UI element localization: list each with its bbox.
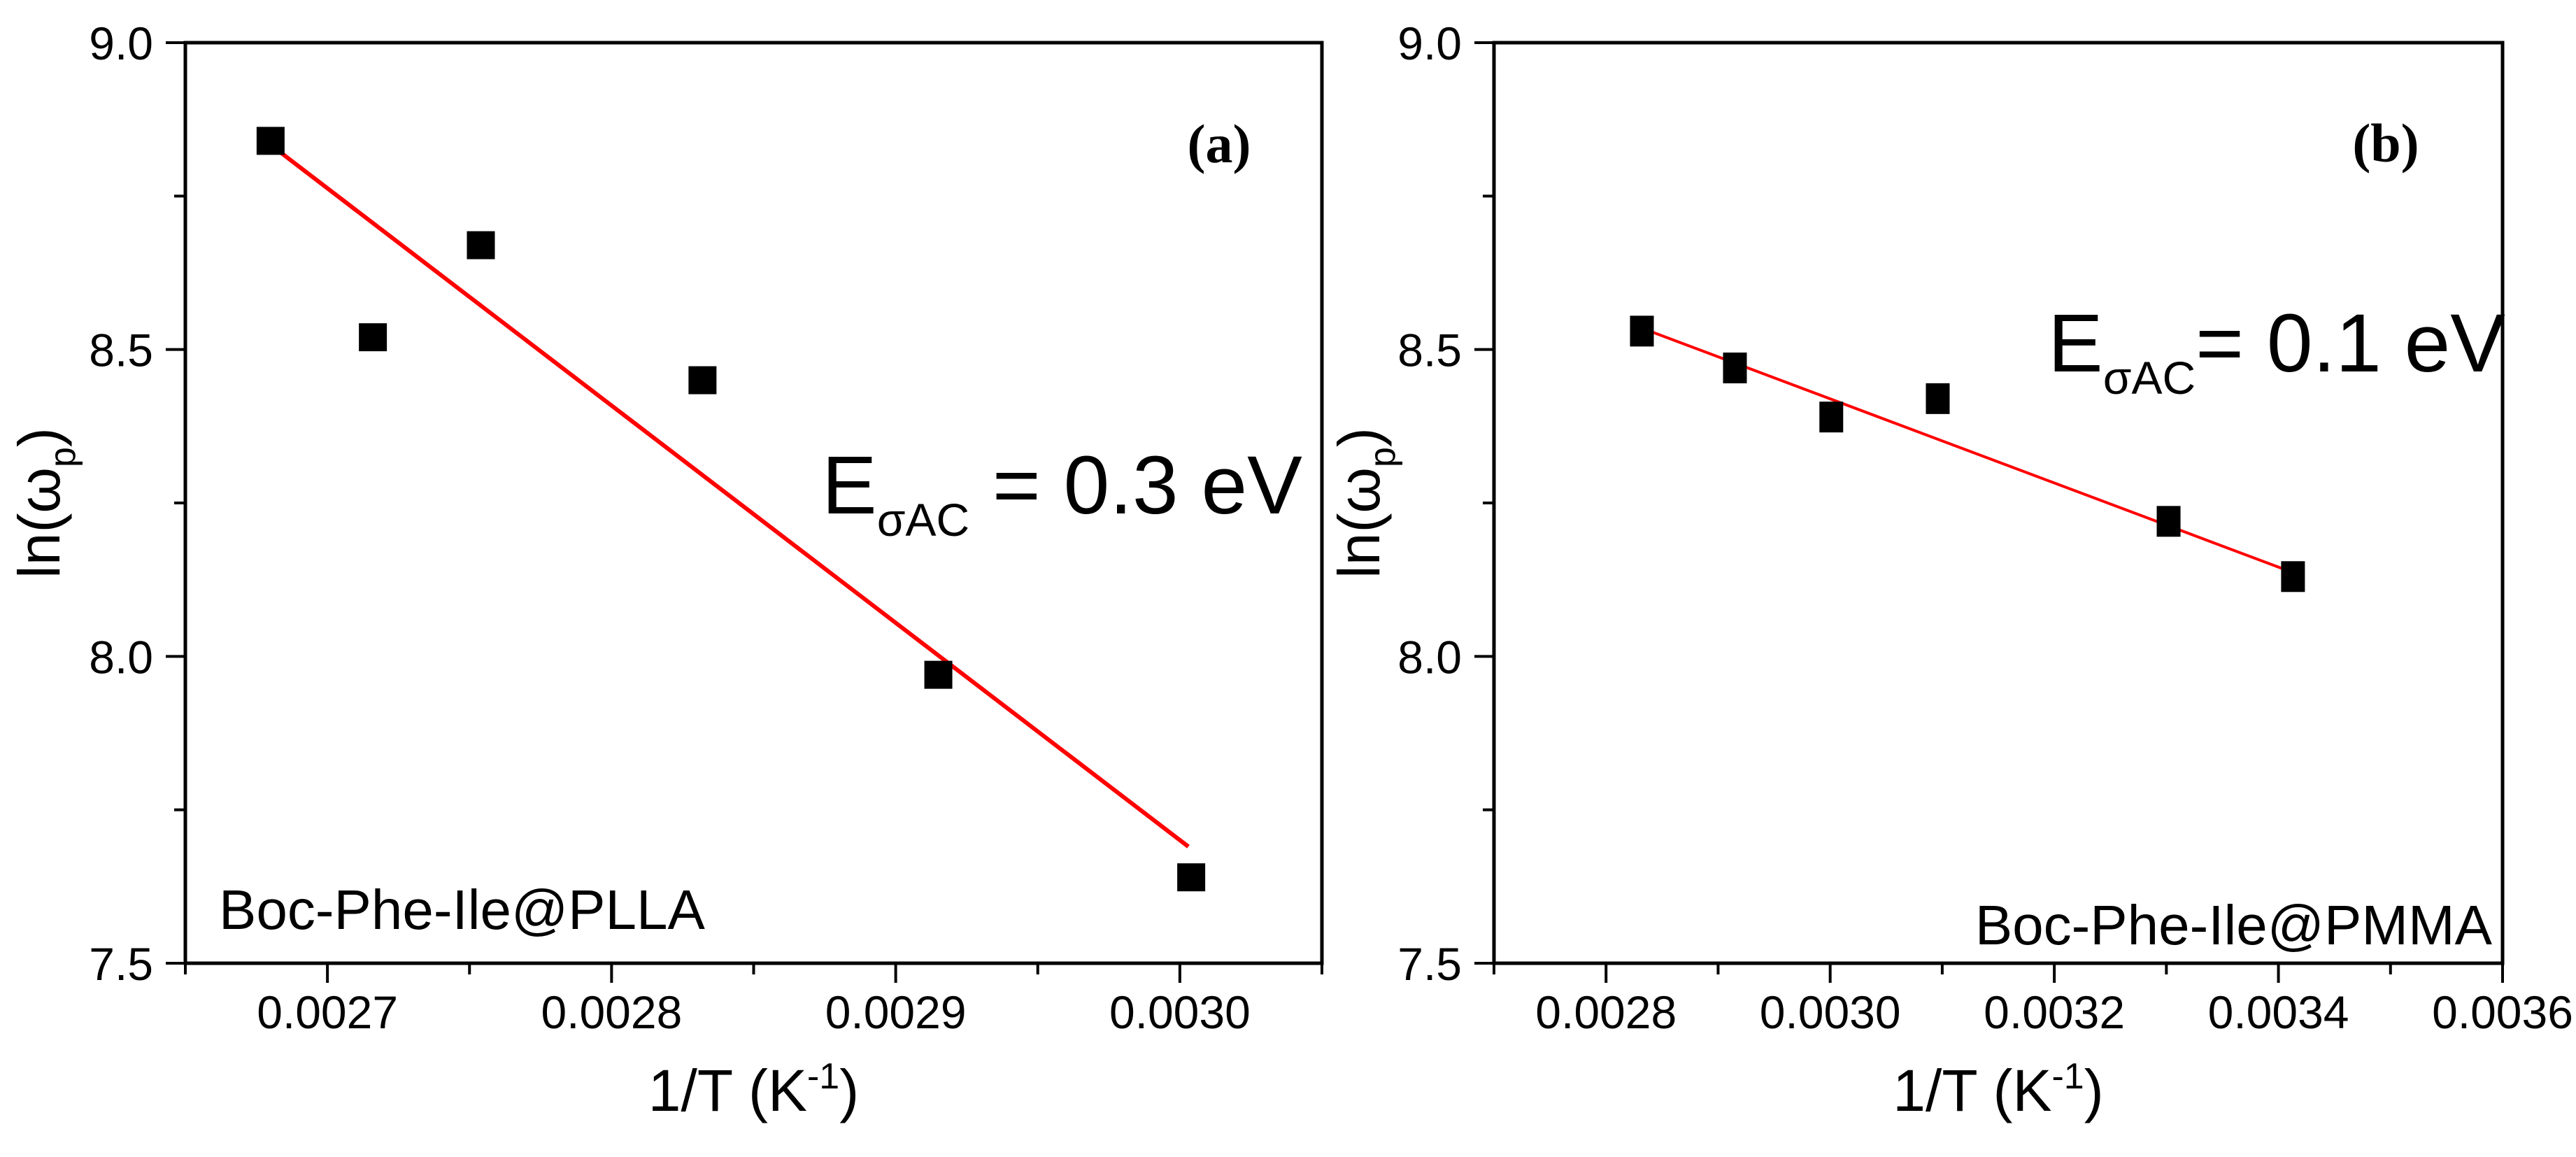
y-tick-label: 8.5	[1397, 325, 1462, 376]
y-tick-label: 8.5	[89, 325, 153, 376]
x-tick-label: 0.0036	[2432, 986, 2573, 1038]
y-tick-label: 8.0	[1397, 631, 1462, 683]
x-axis-title: 1/T (K-1)	[1893, 1056, 2103, 1123]
y-tick-label: 9.0	[89, 17, 153, 69]
data-point	[688, 366, 717, 395]
plot-frame	[1492, 41, 2505, 965]
data-point	[924, 660, 953, 689]
sample-label: Boc-Phe-Ile@PMMA	[1975, 894, 2493, 956]
data-point	[1723, 352, 1747, 383]
y-tick-label: 7.5	[89, 938, 153, 990]
x-axis-title: 1/T (K-1)	[648, 1056, 859, 1123]
x-tick-label: 0.0032	[1984, 986, 2125, 1038]
data-point	[1926, 383, 1950, 414]
y-tick-label: 7.5	[1397, 938, 1462, 990]
data-point	[2281, 561, 2305, 592]
x-tick-label: 0.0028	[1535, 986, 1677, 1038]
x-tick-label: 0.0028	[541, 986, 682, 1038]
y-tick-label: 9.0	[1397, 17, 1462, 69]
x-tick-label: 0.0027	[257, 986, 398, 1038]
fit-line	[272, 145, 1190, 849]
panel-b: 0.0028 0.0030 0.0032 0.0034 0.0036 7.5 8.0 8.5 9…	[1326, 17, 2573, 1123]
panel-letter: (b)	[2352, 113, 2419, 173]
activation-energy-annotation: EσAC= 0.1 eV	[2048, 297, 2505, 404]
x-tick-label: 0.0030	[1760, 986, 1901, 1038]
data-point	[1819, 402, 1844, 433]
data-point	[1177, 863, 1206, 892]
y-axis-title: ln(ωp)	[6, 427, 83, 578]
data-point	[467, 231, 495, 260]
data-point	[1630, 315, 1654, 347]
fit-line	[1649, 329, 2289, 572]
sample-label: Boc-Phe-Ile@PLLA	[219, 879, 706, 941]
activation-energy-annotation: EσAC = 0.3 eV	[822, 439, 1302, 546]
y-axis-title: ln(ωp)	[1326, 427, 1403, 578]
panel-letter: (a)	[1188, 113, 1251, 174]
x-tick-label: 0.0030	[1109, 986, 1251, 1038]
x-tick-label: 0.0029	[825, 986, 967, 1038]
data-point	[359, 323, 387, 352]
data-point	[2156, 506, 2181, 537]
panel-a: 0.0027 0.0028 0.0029 0.0030 7.5 8.0 8.5 9.0 1/T …	[6, 17, 1324, 1123]
y-tick-label: 8.0	[89, 631, 153, 683]
data-point	[256, 127, 285, 155]
x-tick-label: 0.0034	[2208, 986, 2349, 1038]
